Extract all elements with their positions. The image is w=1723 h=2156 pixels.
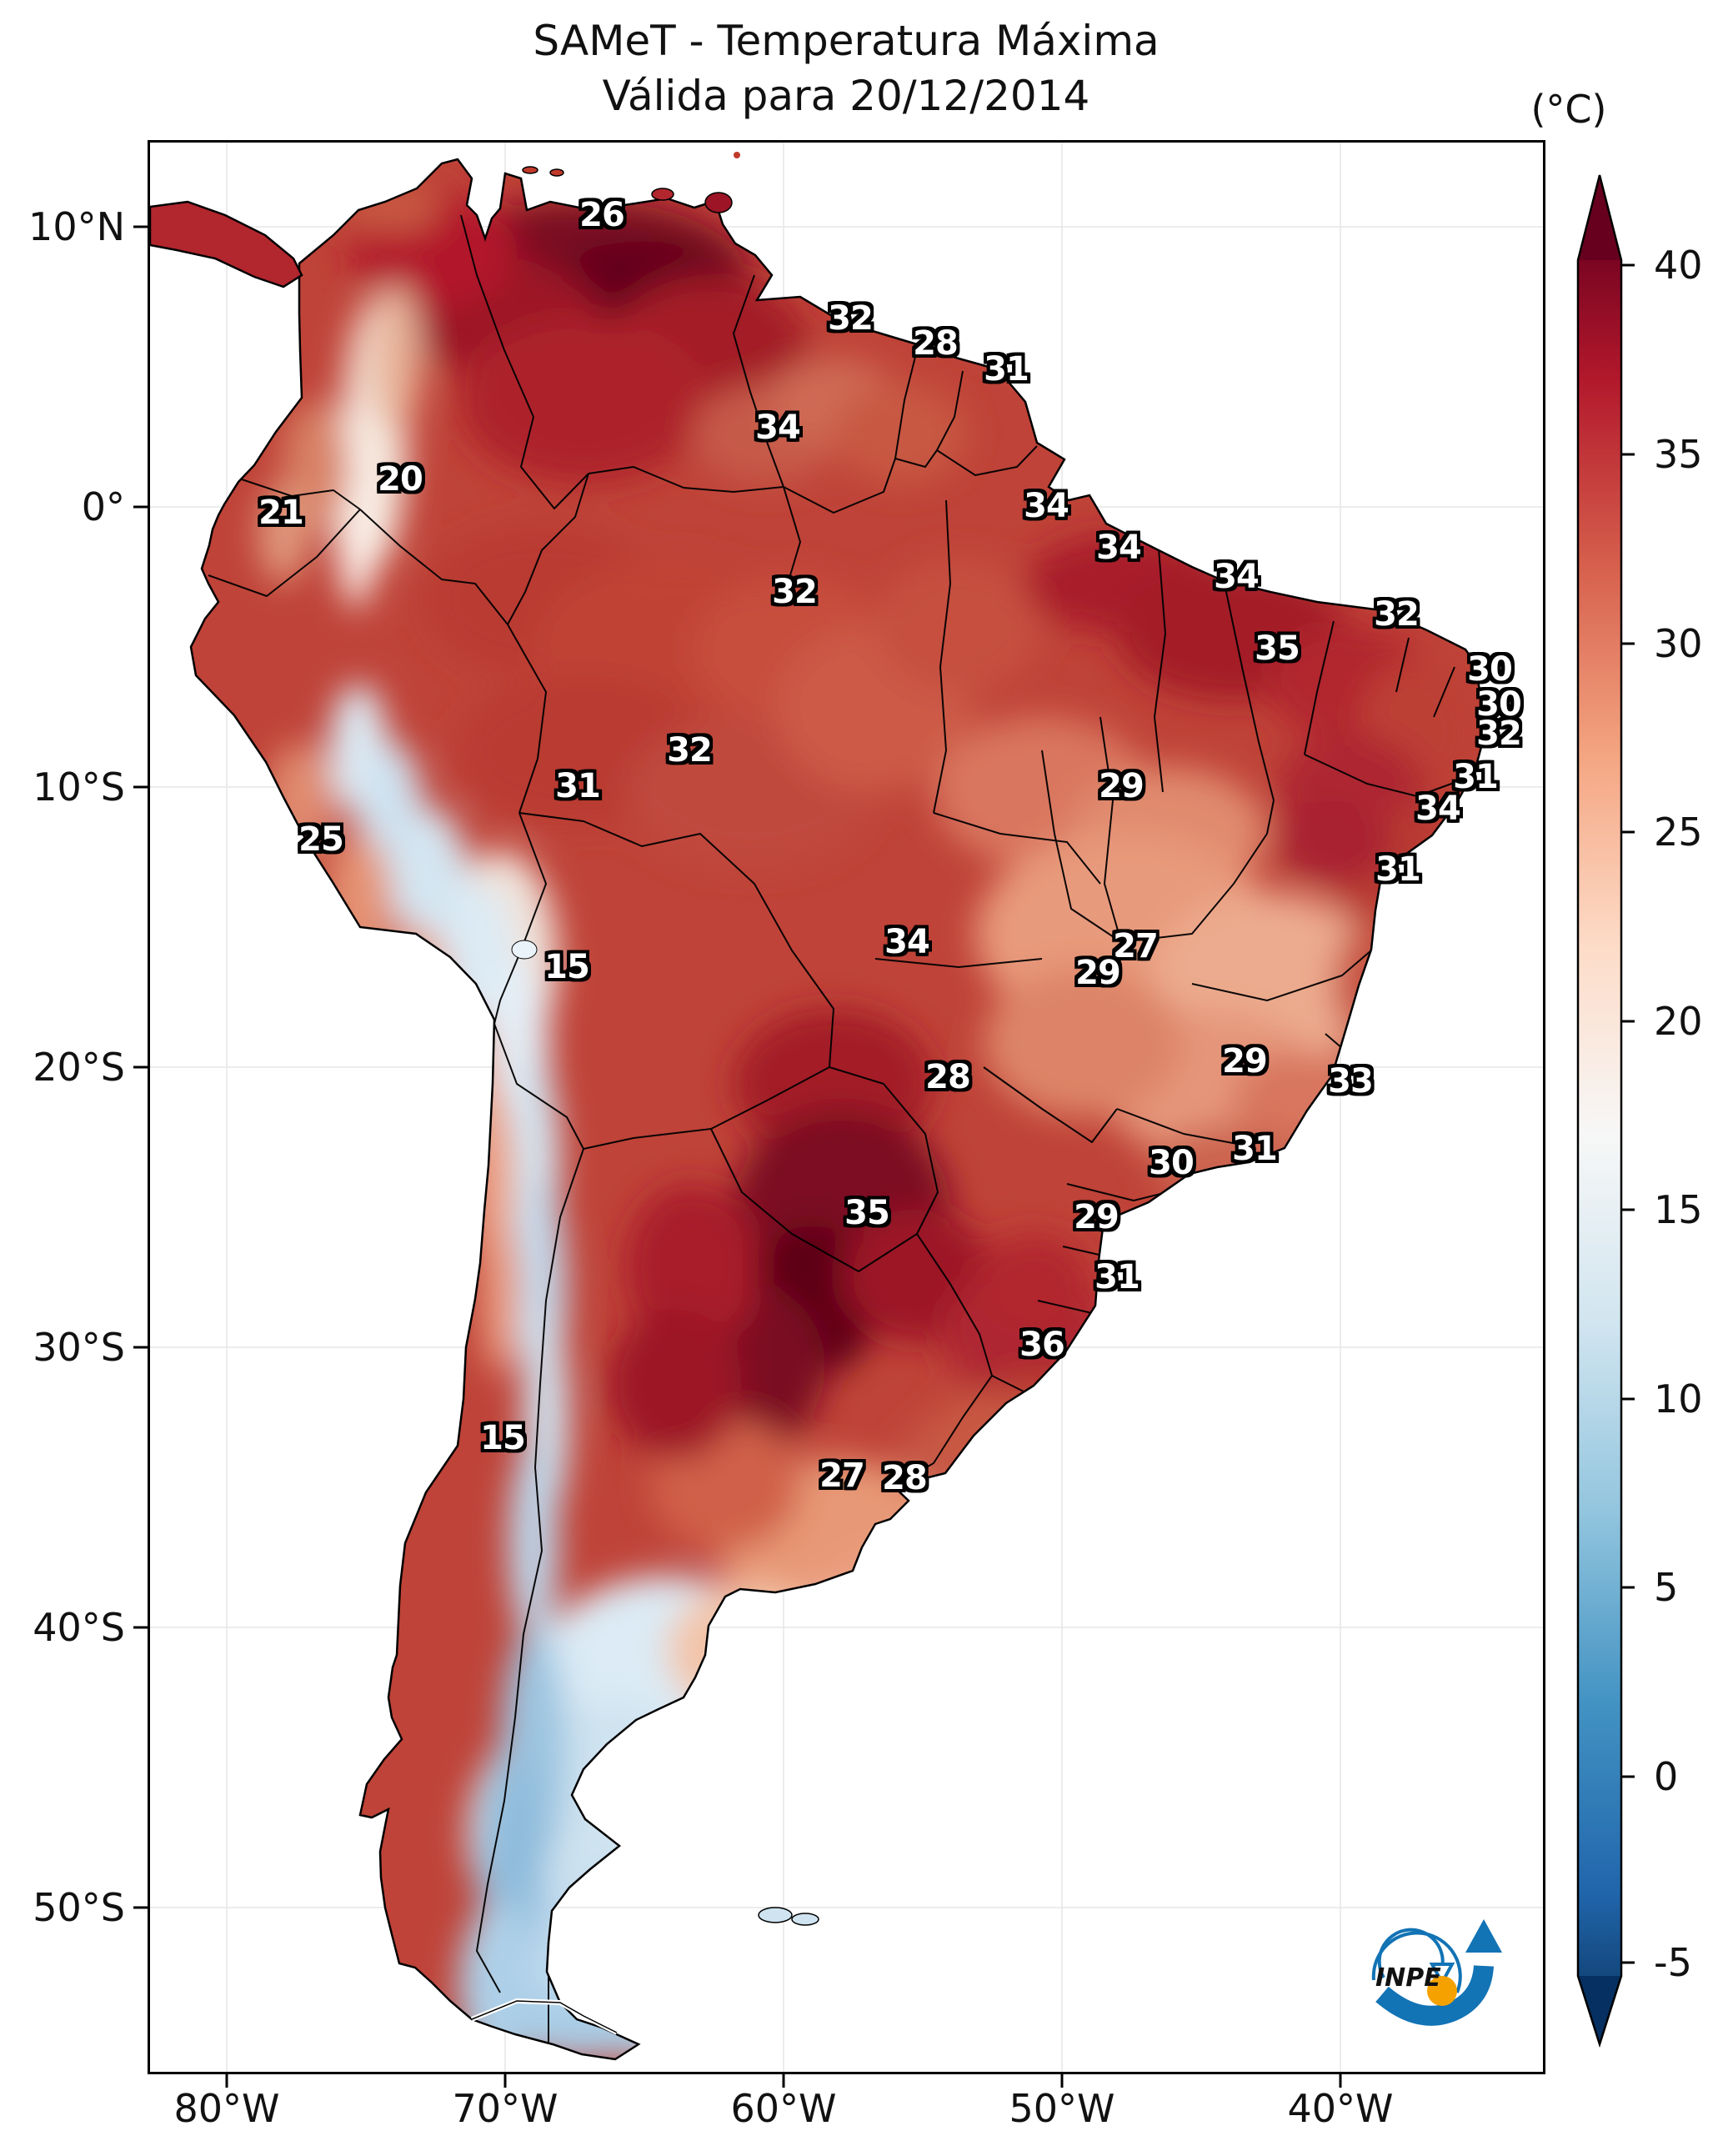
temp-label: 32 — [1476, 714, 1522, 753]
temp-label: 35 — [844, 1194, 890, 1232]
inpe-arrow-head — [1465, 1919, 1502, 1953]
temp-label: 29 — [1075, 954, 1121, 992]
temp-label: 28 — [913, 324, 959, 363]
temp-label: 20 — [378, 460, 423, 499]
colorbar-extend-top — [1578, 175, 1621, 260]
temp-label: 31 — [1453, 758, 1499, 796]
temp-label: 29 — [1099, 767, 1144, 805]
temp-label: 31 — [1375, 850, 1421, 889]
temp-label: 29 — [1074, 1198, 1119, 1236]
panama-landmass — [150, 200, 303, 288]
temp-label: 30 — [1476, 685, 1522, 724]
colorbar-extend-bottom — [1578, 1976, 1621, 2044]
colorbar-tick-label: 15 — [1654, 1187, 1703, 1232]
temp-label: 32 — [772, 573, 818, 611]
colorbar-tick-marks — [1621, 263, 1635, 1964]
colorbar-gradient-bar — [1578, 260, 1621, 1976]
lon-tick-label: 60°W — [730, 2086, 837, 2131]
temperature-field — [191, 159, 1485, 2059]
temp-label: 30 — [1149, 1144, 1195, 1182]
colorbar-tick-label: 40 — [1654, 243, 1703, 288]
colorbar-tick-label: 35 — [1654, 432, 1703, 477]
lat-tick-mark — [133, 1065, 148, 1069]
lat-tick-mark — [133, 1906, 148, 1909]
temp-label: 28 — [882, 1459, 928, 1497]
colorbar-tick-label: 5 — [1654, 1565, 1679, 1610]
lon-tick-mark — [1060, 2074, 1064, 2088]
lat-tick-label: 0° — [81, 484, 125, 529]
temp-label: 27 — [819, 1457, 865, 1495]
temp-label: 15 — [544, 948, 590, 986]
inpe-logo-text: INPE — [1375, 1963, 1441, 1993]
colorbar-tick-label: 10 — [1654, 1376, 1703, 1421]
temp-label: 34 — [1415, 790, 1461, 828]
lat-tick-label: 50°S — [33, 1885, 125, 1930]
temp-label: 32 — [667, 731, 713, 770]
chart-title-block: SAMeT - Temperatura Máxima Válida para 2… — [0, 13, 1692, 123]
temp-label: 29 — [1222, 1042, 1268, 1081]
colorbar — [1576, 174, 1635, 2048]
temp-label: 34 — [1096, 529, 1142, 567]
lat-tick-mark — [133, 505, 148, 509]
temp-label: 31 — [555, 767, 601, 805]
temp-label: 34 — [755, 409, 801, 447]
lat-tick-label: 30°S — [33, 1325, 125, 1370]
lake-titicaca — [511, 940, 538, 960]
inpe-swirl-inner — [1377, 1928, 1445, 1979]
lon-tick-mark — [1339, 2074, 1342, 2088]
lon-tick-label: 70°W — [452, 2086, 558, 2131]
lat-tick-mark — [133, 1626, 148, 1629]
lon-tick-mark — [225, 2074, 228, 2088]
temp-label: 34 — [884, 923, 930, 961]
lon-tick-label: 50°W — [1009, 2086, 1115, 2131]
temp-label: 32 — [828, 299, 874, 338]
colorbar-tick-label: 25 — [1654, 810, 1703, 855]
temp-label: 31 — [1094, 1258, 1140, 1296]
temp-label: 28 — [925, 1058, 971, 1096]
temp-label: 32 — [1374, 595, 1420, 634]
lat-tick-label: 20°S — [33, 1045, 125, 1090]
temp-label: 21 — [258, 494, 304, 532]
temp-label: 33 — [1328, 1062, 1374, 1101]
lat-tick-mark — [133, 225, 148, 228]
lat-tick-mark — [133, 785, 148, 789]
inpe-orange-dot — [1427, 1976, 1457, 2006]
islands — [511, 152, 819, 1926]
page-title: SAMeT - Temperatura Máxima — [533, 17, 1160, 65]
temp-label: 31 — [984, 350, 1029, 389]
temp-label: 34 — [1214, 558, 1260, 596]
temp-label: 30 — [1467, 650, 1513, 689]
temp-label: 34 — [1024, 487, 1069, 525]
inpe-arrow-body — [1375, 1964, 1494, 2026]
political-borders — [208, 214, 1464, 2043]
temp-label: 36 — [1019, 1326, 1065, 1364]
colorbar-tick-label: 30 — [1654, 621, 1703, 666]
lon-tick-label: 40°W — [1287, 2086, 1394, 2131]
lon-tick-label: 80°W — [173, 2086, 280, 2131]
temp-label: 35 — [1255, 629, 1300, 668]
south-america-temperature-map — [150, 143, 1543, 2072]
lat-tick-label: 10°S — [33, 765, 125, 810]
temp-label: 15 — [480, 1419, 526, 1457]
lat-tick-label: 40°S — [33, 1605, 125, 1650]
colorbar-unit-label: (°C) — [1530, 87, 1607, 132]
lat-tick-mark — [133, 1346, 148, 1349]
lat-tick-label: 10°N — [28, 204, 125, 249]
lon-tick-mark — [503, 2074, 507, 2088]
colorbar-tick-label: -5 — [1654, 1940, 1692, 1985]
colorbar-tick-label: 0 — [1654, 1754, 1679, 1799]
inpe-swirl-arrowhead — [1429, 1963, 1455, 1987]
temp-label: 26 — [579, 196, 625, 234]
temp-label: 25 — [298, 820, 344, 859]
inpe-logo: INPE — [1371, 1919, 1502, 2026]
temp-label: 31 — [1232, 1130, 1278, 1168]
page-subtitle: Válida para 20/12/2014 — [602, 72, 1090, 120]
colorbar-tick-label: 20 — [1654, 999, 1703, 1044]
temp-label: 27 — [1113, 927, 1159, 965]
lon-tick-mark — [782, 2074, 785, 2088]
